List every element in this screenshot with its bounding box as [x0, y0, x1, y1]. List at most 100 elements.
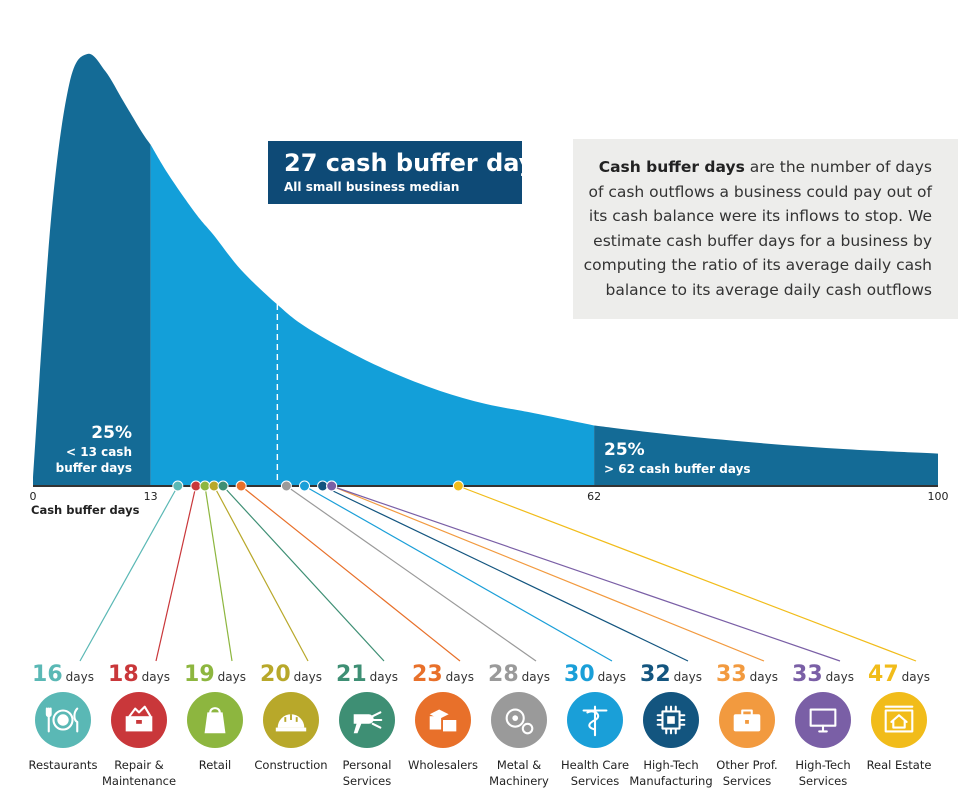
- industry-days-unit: days: [293, 670, 322, 684]
- industry-dot: [172, 480, 184, 492]
- house-sign-icon: [871, 692, 927, 748]
- distribution-region-2: [594, 425, 938, 486]
- industry-days-unit: days: [217, 670, 246, 684]
- industry-days-label: 18 days: [84, 660, 194, 690]
- distribution-region-1: [150, 144, 595, 486]
- industry-days-value: 30: [564, 662, 595, 687]
- x-tick-label: 62: [587, 490, 602, 503]
- industry-dot: [299, 480, 310, 492]
- industry-days-label: 33 days: [692, 660, 802, 690]
- definition-box: Cash buffer days are the number of days …: [573, 139, 958, 319]
- industry-dot: [452, 480, 464, 492]
- industry-days-label: 32 days: [616, 660, 726, 690]
- industry-item: 32 days High-Tech Manufacturing: [616, 660, 726, 789]
- industry-name: High-Tech Manufacturing: [629, 758, 713, 788]
- industry-name: Repair & Maintenance: [101, 758, 177, 788]
- industry-days-label: 20 days: [236, 660, 346, 690]
- industry-days-unit: days: [673, 670, 702, 684]
- distribution-region-0: [33, 53, 151, 487]
- caduceus-icon: [567, 692, 623, 748]
- circuit-chip-icon: [643, 692, 699, 748]
- low-quartile-label: 25% < 13 cash buffer days: [56, 422, 132, 476]
- distribution-areas: [33, 53, 938, 487]
- industry-item: 19 days Retail: [160, 660, 270, 773]
- leader-line: [155, 485, 197, 662]
- leader-line: [458, 485, 917, 662]
- industry-item: 18 days Repair & Maintenance: [84, 660, 194, 789]
- industry-item: 16 days Restaurants: [8, 660, 118, 773]
- hairdryer-icon: [339, 692, 395, 748]
- industry-days-value: 32: [640, 662, 671, 687]
- industry-item: 33 days High-Tech Services: [768, 660, 878, 789]
- median-title: 27 cash buffer days: [284, 149, 549, 177]
- industry-dot: [190, 480, 202, 492]
- industry-name: Wholesalers: [408, 758, 478, 772]
- industry-dot: [326, 480, 338, 492]
- high-quartile-percent: 25%: [604, 440, 645, 460]
- industry-days-unit: days: [597, 670, 626, 684]
- leader-line: [204, 485, 233, 662]
- industry-name: High-Tech Services: [795, 758, 851, 788]
- leader-line: [79, 485, 179, 662]
- industry-days-unit: days: [521, 670, 550, 684]
- industry-days-label: 23 days: [388, 660, 498, 690]
- industry-dot: [317, 480, 329, 492]
- industry-days-value: 18: [108, 662, 139, 687]
- high-quartile-label: 25% > 62 cash buffer days: [604, 439, 751, 477]
- industry-dot: [217, 480, 229, 492]
- industry-days-unit: days: [901, 670, 930, 684]
- leader-line: [331, 485, 841, 662]
- industry-name: Retail: [198, 758, 232, 772]
- industry-item: 30 days Health Care Services: [540, 660, 650, 789]
- leader-line: [286, 485, 537, 662]
- industry-days-label: 16 days: [8, 660, 118, 690]
- low-quartile-line2: buffer days: [55, 461, 132, 475]
- industry-days-label: 19 days: [160, 660, 270, 690]
- gears-icon: [491, 692, 547, 748]
- definition-term: Cash buffer days: [598, 158, 745, 176]
- industry-name: Other Prof. Services: [716, 758, 778, 788]
- definition-text: are the number of days of cash outflows …: [583, 158, 932, 299]
- industry-dot: [199, 480, 211, 492]
- leader-line: [304, 485, 613, 662]
- low-quartile-line1: < 13 cash: [65, 445, 132, 459]
- boxes-icon: [415, 692, 471, 748]
- industry-dots: [172, 480, 464, 492]
- median-callout: 27 cash buffer days All small business m…: [268, 141, 549, 204]
- industry-days-unit: days: [825, 670, 854, 684]
- industry-days-value: 16: [32, 662, 63, 687]
- leader-line: [213, 485, 309, 662]
- x-tick-label: 13: [143, 490, 158, 503]
- leader-lines: [79, 485, 917, 662]
- median-subtitle: All small business median: [284, 180, 460, 194]
- industry-name: Real Estate: [866, 758, 932, 772]
- low-quartile-percent: 25%: [91, 423, 132, 443]
- industry-item: 33 days Other Prof. Services: [692, 660, 802, 789]
- toolbox-icon: [111, 692, 167, 748]
- industry-days-unit: days: [141, 670, 170, 684]
- industry-item: 47 days Real Estate: [844, 660, 954, 773]
- leader-line: [331, 485, 765, 662]
- industry-days-label: 28 days: [464, 660, 574, 690]
- industry-days-value: 33: [792, 662, 823, 687]
- industry-dot: [280, 480, 292, 492]
- briefcase-icon: [719, 692, 775, 748]
- industry-item: 23 days Wholesalers: [388, 660, 498, 773]
- x-tick-label: 0: [29, 490, 37, 503]
- leader-line: [240, 485, 461, 662]
- shopping-bag-icon: [187, 692, 243, 748]
- x-tick-label: 100: [927, 490, 949, 503]
- industry-days-unit: days: [749, 670, 778, 684]
- industry-name: Construction: [254, 758, 328, 772]
- industry-days-label: 47 days: [844, 660, 954, 690]
- industry-item: 20 days Construction: [236, 660, 346, 773]
- industry-days-unit: days: [65, 670, 94, 684]
- leader-line: [222, 485, 385, 662]
- industry-days-value: 33: [716, 662, 747, 687]
- industry-item: 28 days Metal & Machinery: [464, 660, 574, 789]
- industry-days-value: 47: [868, 662, 899, 687]
- x-axis-title: Cash buffer days: [31, 503, 140, 517]
- high-quartile-line1: > 62 cash buffer days: [604, 462, 751, 476]
- industry-days-unit: days: [445, 670, 474, 684]
